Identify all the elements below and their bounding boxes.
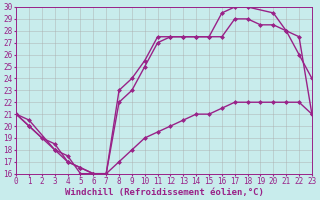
X-axis label: Windchill (Refroidissement éolien,°C): Windchill (Refroidissement éolien,°C)	[65, 188, 263, 197]
